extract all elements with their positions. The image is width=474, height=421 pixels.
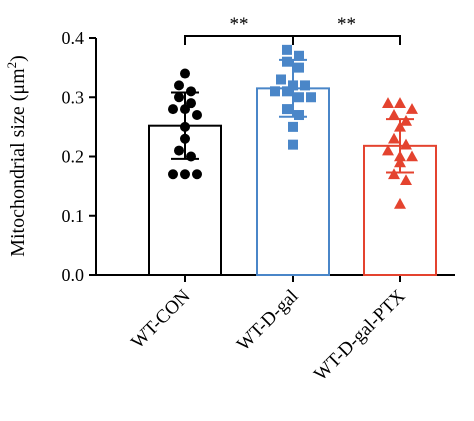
significance-bracket: [184, 35, 294, 45]
data-point: [388, 132, 400, 144]
y-tick-label: 0.0: [62, 265, 85, 285]
data-point: [406, 103, 418, 114]
data-point: [394, 156, 406, 168]
significance-bracket: [292, 35, 401, 45]
y-tick-label: 0.2: [62, 147, 85, 167]
data-point: [168, 104, 178, 115]
data-point: [174, 80, 184, 91]
significance-label: **: [337, 14, 356, 35]
data-points: [168, 44, 418, 209]
data-point: [186, 86, 196, 97]
data-point: [276, 74, 286, 85]
data-point: [294, 110, 304, 121]
x-tick-label: WT-CON: [127, 285, 195, 353]
data-point: [294, 50, 304, 61]
data-point: [294, 92, 304, 103]
data-point: [180, 121, 190, 132]
data-point: [394, 150, 406, 162]
data-point: [294, 62, 304, 73]
data-point: [382, 144, 394, 156]
y-tick-label: 0.3: [62, 87, 85, 107]
data-point: [406, 150, 418, 162]
data-point: [400, 114, 412, 126]
data-point: [400, 174, 412, 185]
data-point: [282, 86, 292, 97]
data-point: [174, 145, 184, 156]
data-point: [192, 110, 202, 121]
data-point: [400, 138, 412, 150]
data-point: [168, 169, 178, 180]
data-point: [288, 139, 298, 150]
data-point: [288, 80, 298, 91]
significance-brackets: ** **: [184, 14, 401, 45]
data-point: [394, 197, 406, 209]
data-point: [186, 151, 196, 162]
x-tick-label: WT-D-gal: [233, 286, 303, 356]
x-tick-label: WT-D-gal-PTX: [310, 285, 410, 385]
data-point: [306, 92, 316, 103]
significance-label: **: [230, 14, 249, 35]
data-point: [382, 97, 394, 108]
data-point: [394, 97, 406, 108]
data-point: [288, 121, 298, 132]
data-point: [282, 104, 292, 115]
data-point: [180, 104, 190, 115]
data-point: [388, 109, 400, 120]
data-point: [192, 169, 202, 180]
data-point: [180, 133, 190, 144]
data-point: [174, 92, 184, 103]
y-axis-label: Mitochondrial size (μm2): [4, 55, 29, 257]
data-point: [282, 56, 292, 67]
data-point: [394, 120, 406, 132]
data-point: [300, 80, 310, 91]
data-point: [180, 68, 190, 79]
data-point: [282, 44, 292, 55]
y-tick-label: 0.4: [62, 28, 85, 48]
data-point: [270, 86, 280, 97]
y-tick-label: 0.1: [62, 206, 85, 226]
data-point: [388, 168, 400, 180]
data-point: [180, 169, 190, 180]
